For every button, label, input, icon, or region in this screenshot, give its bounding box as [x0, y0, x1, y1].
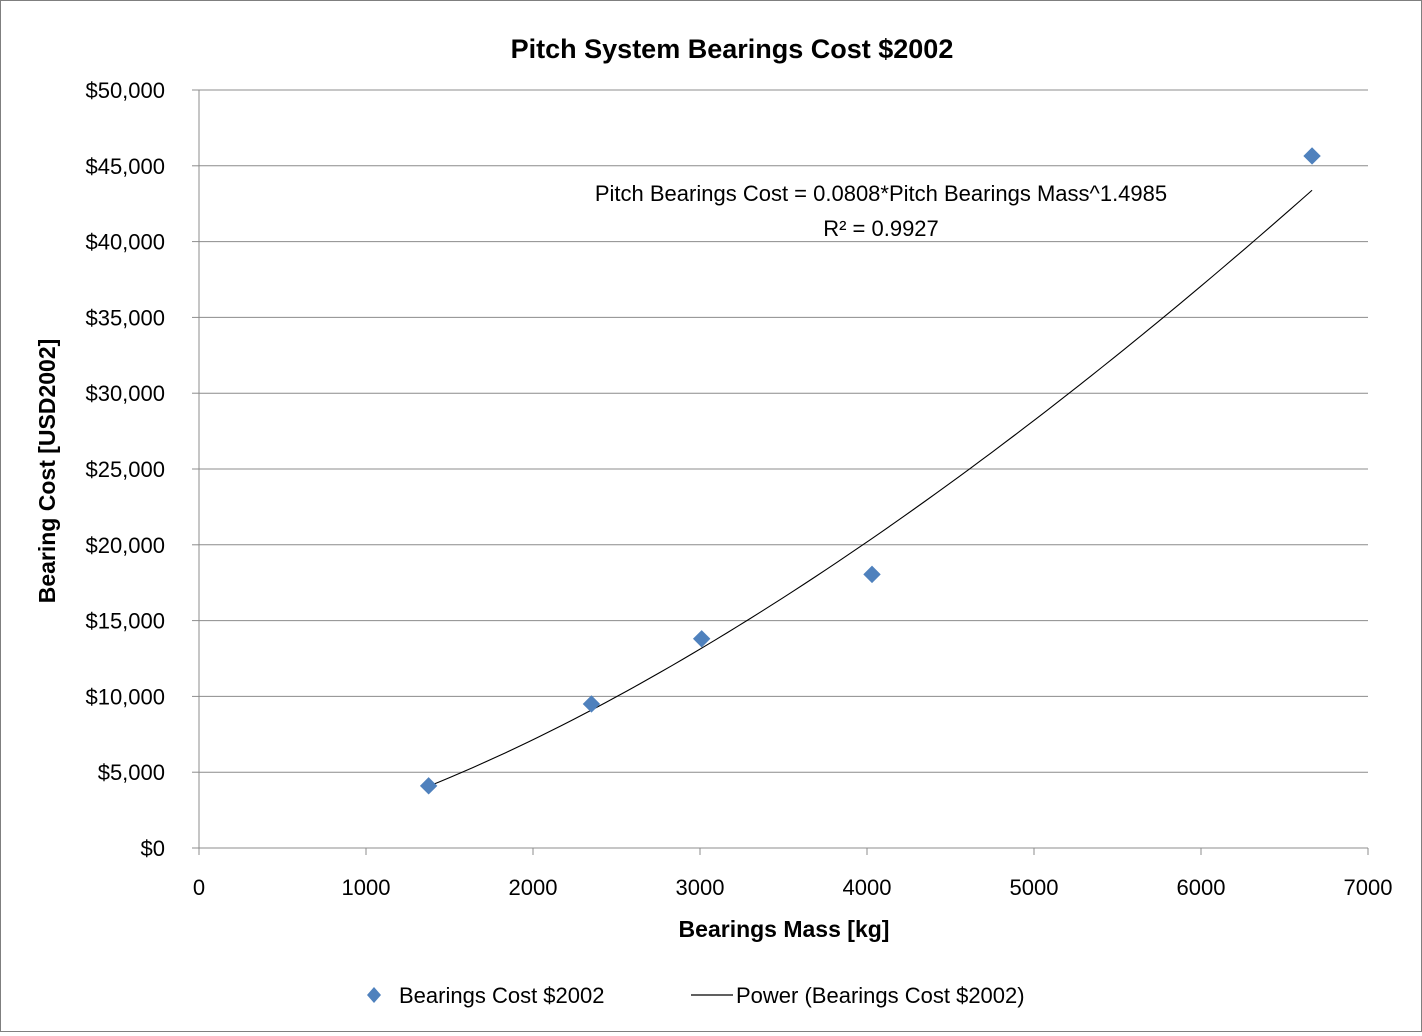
power-trendline	[428, 189, 1313, 787]
y-tick-label: $25,000	[85, 457, 165, 482]
legend-diamond-marker	[367, 987, 381, 1003]
y-tick-label: $50,000	[85, 78, 165, 103]
x-tick-label: 6000	[1177, 875, 1226, 900]
x-axis-title: Bearings Mass [kg]	[679, 916, 890, 942]
trendline-layer	[428, 189, 1313, 787]
x-tick-label: 2000	[509, 875, 558, 900]
x-tick-label: 0	[193, 875, 205, 900]
y-tick-label: $5,000	[98, 760, 165, 785]
data-point-diamond	[692, 630, 711, 648]
data-point-diamond	[582, 695, 601, 713]
legend-label-scatter: Bearings Cost $2002	[399, 983, 604, 1008]
trendline-equation: Pitch Bearings Cost = 0.0808*Pitch Beari…	[595, 181, 1167, 206]
y-tick-label: $35,000	[85, 305, 165, 330]
x-tick-label: 7000	[1344, 875, 1393, 900]
y-tick-label: $45,000	[85, 154, 165, 179]
data-point-diamond	[1303, 147, 1321, 165]
data-point-diamond	[863, 565, 881, 584]
y-tick-label: $15,000	[85, 609, 165, 634]
chart-title: Pitch System Bearings Cost $2002	[511, 34, 954, 64]
data-points	[419, 147, 1321, 795]
data-point-diamond	[419, 777, 438, 795]
y-tick-label: $20,000	[85, 533, 165, 558]
legend-item-trendline: Power (Bearings Cost $2002)	[691, 983, 1025, 1008]
x-tick-label: 1000	[342, 875, 391, 900]
x-tick-label: 3000	[676, 875, 725, 900]
legend-label-trendline: Power (Bearings Cost $2002)	[736, 983, 1025, 1008]
y-axis-title: Bearing Cost [USD2002]	[34, 339, 60, 604]
x-tick-label: 5000	[1010, 875, 1059, 900]
legend: Bearings Cost $2002 Power (Bearings Cost…	[367, 983, 1025, 1008]
y-tick-label: $40,000	[85, 230, 165, 255]
gridlines	[199, 89, 1368, 849]
x-tick-label: 4000	[843, 875, 892, 900]
y-tick-label: $30,000	[85, 381, 165, 406]
legend-item-scatter: Bearings Cost $2002	[367, 983, 604, 1008]
y-tick-label: $0	[141, 836, 165, 861]
y-tick-label: $10,000	[85, 684, 165, 709]
axes	[192, 89, 1369, 855]
tick-labels: $0 $5,000 $10,000 $15,000 $20,000 $25,000 $30,…	[85, 78, 1392, 900]
r-squared-label: R² = 0.9927	[823, 216, 939, 241]
